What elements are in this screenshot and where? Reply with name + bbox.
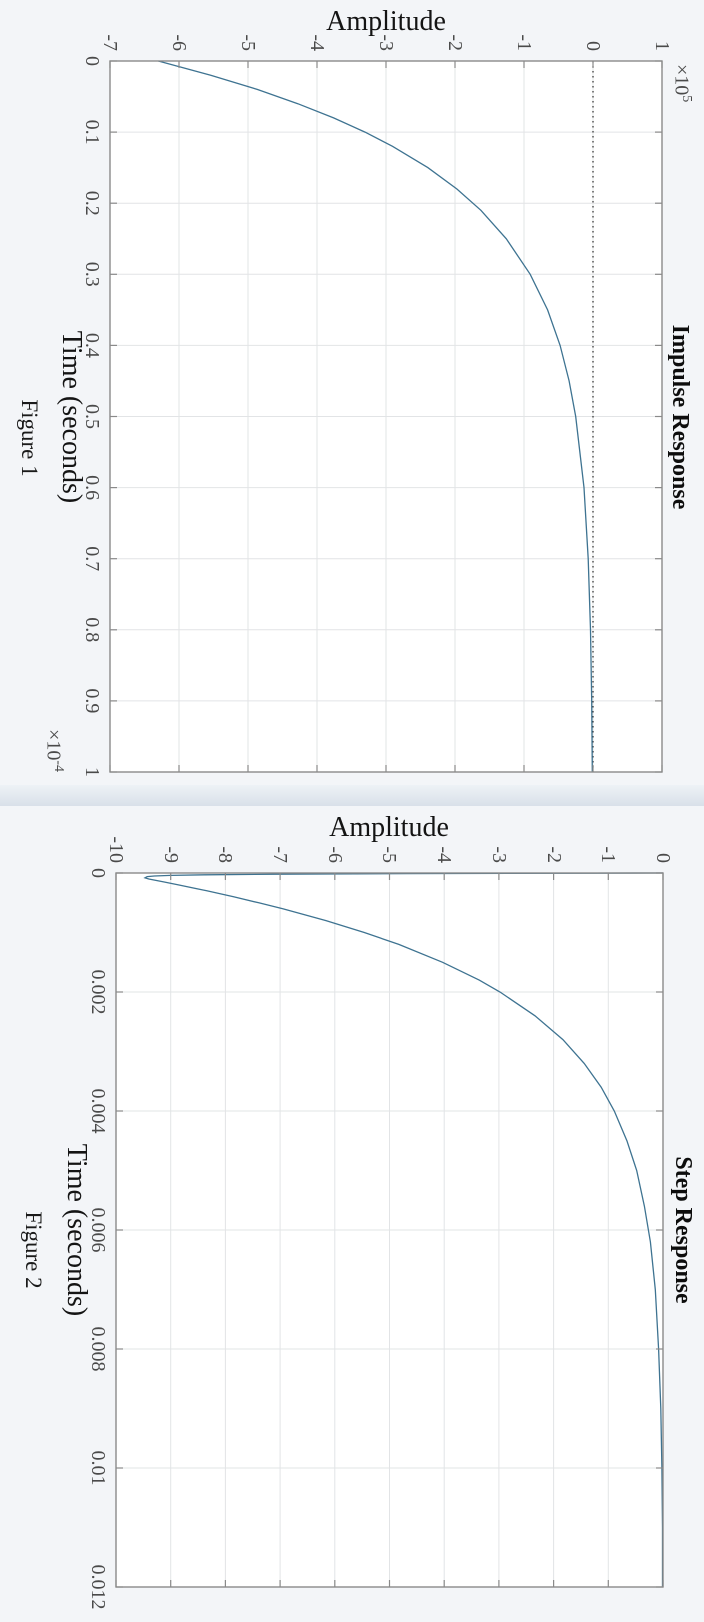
figure-1-caption: Figure 1 xyxy=(17,399,42,477)
x-exponent-base: ×10 xyxy=(42,729,65,761)
x-tick-label: 0.4 xyxy=(81,332,103,358)
step-response-plot-area xyxy=(115,872,664,1588)
y-tick-label: -5 xyxy=(237,34,259,51)
y-axis-label: Amplitude xyxy=(329,812,449,843)
y-tick-label: -6 xyxy=(168,34,190,51)
x-tick-label: 0.5 xyxy=(81,404,103,429)
impulse-response-plot-area xyxy=(109,60,663,773)
y-tick-label: -9 xyxy=(159,846,182,863)
x-tick-label: 0.3 xyxy=(81,261,103,287)
y-tick-label: -3 xyxy=(487,846,510,863)
y-tick-label: -4 xyxy=(433,846,456,863)
y-exponent-base: ×10 xyxy=(670,64,693,96)
figure-1-block: Impulse Response ×105 Amplitude Time (se… xyxy=(0,0,704,785)
figure-2-block: Step Response Amplitude Time (seconds) F… xyxy=(0,806,704,1622)
x-tick-label: 0.2 xyxy=(81,190,103,216)
x-tick-label: 1 xyxy=(81,767,103,777)
x-tick-label: 0 xyxy=(87,868,109,878)
y-tick-label: -4 xyxy=(306,34,328,51)
series-curve xyxy=(143,872,664,1587)
x-tick-label: 0.006 xyxy=(87,1207,109,1253)
y-tick-label: -5 xyxy=(378,846,401,863)
y-tick-label: 1 xyxy=(651,41,673,51)
y-tick-label: -3 xyxy=(375,34,397,51)
x-exponent-power: -4 xyxy=(51,760,66,772)
x-tick-label: 0.7 xyxy=(81,546,103,572)
figure-1-canvas: Impulse Response ×105 Amplitude Time (se… xyxy=(0,0,704,785)
y-tick-label: -8 xyxy=(214,846,237,863)
figure-2-caption: Figure 2 xyxy=(21,1211,46,1289)
y-tick-label: -2 xyxy=(542,846,565,863)
y-tick-label: -10 xyxy=(105,836,127,863)
y-tick-label: 0 xyxy=(582,41,604,51)
series-curve xyxy=(158,60,593,773)
x-tick-label: 0.01 xyxy=(87,1450,109,1486)
x-tick-label: 0.1 xyxy=(81,119,103,145)
y-exponent-power: 5 xyxy=(679,95,694,103)
x-tick-label: 0.8 xyxy=(81,617,103,643)
figure-divider xyxy=(0,785,704,806)
y-axis-label: Amplitude xyxy=(326,6,446,37)
y-tick-label: -7 xyxy=(269,846,292,863)
y-axis-exponent: ×105 xyxy=(669,64,694,102)
x-tick-label: 0 xyxy=(81,56,103,66)
y-tick-label: -1 xyxy=(513,34,535,51)
y-tick-label: -7 xyxy=(99,34,121,51)
y-tick-label: -6 xyxy=(323,846,346,863)
y-tick-label: -2 xyxy=(444,34,466,51)
x-tick-label: 0.012 xyxy=(87,1564,109,1610)
x-tick-label: 0.008 xyxy=(87,1326,109,1372)
x-axis-exponent: ×10-4 xyxy=(41,729,66,772)
y-tick-label: -1 xyxy=(597,846,620,863)
x-tick-label: 0.002 xyxy=(87,969,109,1015)
x-tick-label: 0.6 xyxy=(81,475,103,501)
y-tick-label: 0 xyxy=(652,853,674,863)
step-response-title: Step Response xyxy=(670,1156,696,1304)
figure-2-canvas: Step Response Amplitude Time (seconds) F… xyxy=(0,806,704,1622)
x-tick-label: 0.9 xyxy=(81,688,103,714)
x-tick-label: 0.004 xyxy=(87,1088,109,1134)
impulse-response-title: Impulse Response xyxy=(667,324,693,510)
